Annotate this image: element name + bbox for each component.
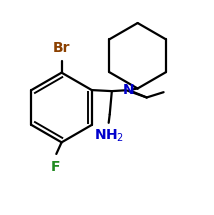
Text: F: F bbox=[51, 160, 60, 174]
Text: Br: Br bbox=[53, 41, 70, 55]
Text: NH$_2$: NH$_2$ bbox=[94, 128, 124, 144]
Text: N: N bbox=[123, 83, 135, 97]
